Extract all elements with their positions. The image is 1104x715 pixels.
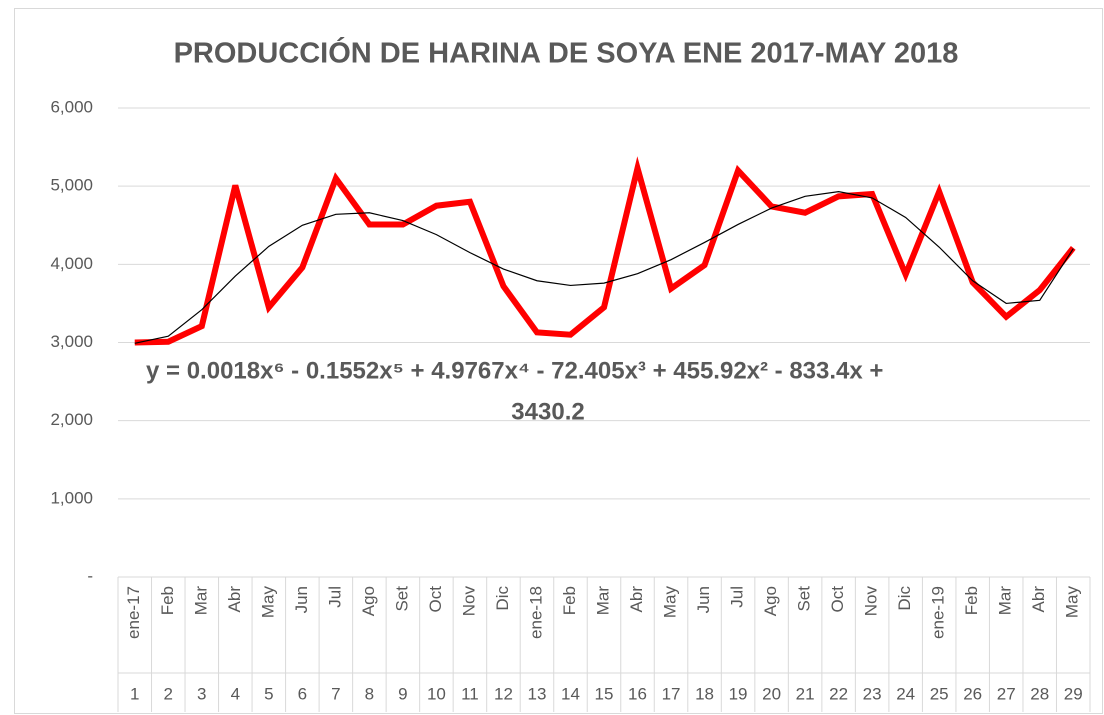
x-tick-label: Jul — [728, 586, 747, 608]
x-tick-number: 29 — [1064, 684, 1083, 703]
y-tick-label: 4,000 — [50, 254, 93, 273]
trend-equation: y = 0.0018x⁶ - 0.1552x⁵ + 4.9767x⁴ - 72.… — [146, 357, 883, 384]
x-tick-label: Dic — [895, 586, 914, 611]
x-tick-number: 28 — [1030, 684, 1049, 703]
x-tick-number: 11 — [461, 684, 479, 703]
chart-border — [14, 8, 1103, 714]
x-tick-number: 19 — [729, 684, 748, 703]
x-tick-label: Oct — [828, 586, 847, 613]
x-tick-number: 22 — [829, 684, 848, 703]
x-tick-number: 21 — [796, 684, 815, 703]
x-tick-number: 15 — [595, 684, 614, 703]
x-tick-label: Mar — [996, 586, 1015, 616]
x-tick-label: Set — [795, 586, 814, 612]
x-tick-label: Abr — [1029, 586, 1048, 613]
x-tick-number: 12 — [494, 684, 513, 703]
x-tick-label: Abr — [627, 586, 646, 613]
x-tick-number: 10 — [427, 684, 446, 703]
x-tick-number: 16 — [628, 684, 647, 703]
y-tick-label: 3,000 — [50, 332, 93, 351]
y-tick-label: - — [87, 566, 93, 585]
x-tick-label: Ago — [359, 586, 378, 616]
x-tick-number: 14 — [561, 684, 580, 703]
x-tick-number: 27 — [997, 684, 1016, 703]
x-tick-label: Set — [392, 586, 411, 612]
x-tick-number: 5 — [264, 684, 273, 703]
x-tick-label: Jul — [325, 586, 344, 608]
x-tick-label: May — [258, 586, 277, 619]
x-tick-number: 1 — [130, 684, 139, 703]
x-tick-label: Jun — [292, 586, 311, 613]
x-tick-number: 2 — [164, 684, 173, 703]
y-tick-label: 5,000 — [50, 176, 93, 195]
x-tick-label: ene-17 — [124, 586, 143, 639]
x-tick-number: 17 — [662, 684, 681, 703]
x-tick-label: Feb — [158, 586, 177, 615]
trend-line — [134, 191, 1074, 344]
x-tick-number: 4 — [231, 684, 240, 703]
x-tick-label: Mar — [191, 586, 210, 616]
x-tick-label: Jun — [694, 586, 713, 613]
x-tick-label: ene-19 — [929, 586, 948, 639]
x-tick-number: 24 — [896, 684, 915, 703]
chart-title: PRODUCCIÓN DE HARINA DE SOYA ENE 2017-MA… — [174, 36, 959, 70]
y-tick-label: 2,000 — [50, 410, 93, 429]
x-tick-label: Ago — [761, 586, 780, 616]
x-tick-label: Feb — [560, 586, 579, 615]
y-tick-label: 6,000 — [50, 97, 93, 116]
x-tick-number: 7 — [331, 684, 340, 703]
x-tick-label: Feb — [962, 586, 981, 615]
x-tick-number: 8 — [365, 684, 374, 703]
x-tick-label: Abr — [225, 586, 244, 613]
x-tick-number: 18 — [695, 684, 714, 703]
x-tick-number: 26 — [963, 684, 982, 703]
x-tick-number: 9 — [398, 684, 407, 703]
x-tick-number: 20 — [762, 684, 781, 703]
data-line — [134, 156, 1076, 346]
trend-equation: 3430.2 — [511, 398, 584, 425]
x-tick-label: May — [1063, 586, 1082, 619]
x-tick-number: 13 — [528, 684, 547, 703]
x-tick-number: 25 — [930, 684, 949, 703]
x-tick-label: Mar — [593, 586, 612, 616]
x-tick-label: Nov — [862, 586, 881, 617]
x-tick-label: Dic — [493, 586, 512, 611]
y-tick-label: 1,000 — [50, 488, 93, 507]
x-tick-number: 23 — [863, 684, 882, 703]
x-tick-label: Oct — [426, 586, 445, 613]
x-tick-number: 6 — [298, 684, 307, 703]
x-tick-label: May — [661, 586, 680, 619]
x-tick-number: 3 — [197, 684, 206, 703]
x-tick-label: ene-18 — [526, 586, 545, 639]
x-tick-label: Nov — [459, 586, 478, 617]
